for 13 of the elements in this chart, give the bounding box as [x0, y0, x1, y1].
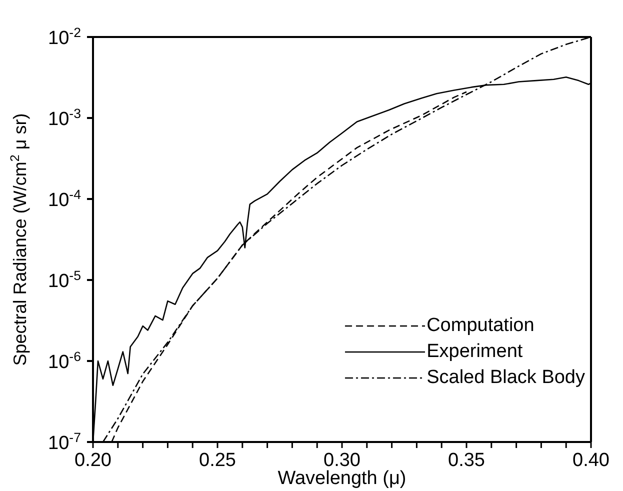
- legend-label: Scaled Black Body: [426, 367, 585, 389]
- x-tick-label: 0.40: [572, 450, 610, 471]
- y-tick-label: 10$^{-4}$: [48, 186, 81, 211]
- x-tick-label: 0.30: [324, 450, 360, 471]
- x-tick-label: 0.35: [448, 450, 485, 471]
- legend-label: Computation: [426, 315, 534, 337]
- legend-label: Experiment: [426, 341, 523, 363]
- y-tick-label: 10$^{-5}$: [48, 268, 81, 292]
- x-tick-label: 0.25: [199, 450, 236, 471]
- y-tick-label: 10$^{-6}$: [48, 348, 81, 373]
- y-tick-label: 10$^{-2}$: [48, 24, 81, 49]
- x-axis-title: Wavelength (μ): [278, 468, 406, 489]
- y-tick-label: 10$^{-3}$: [48, 106, 81, 130]
